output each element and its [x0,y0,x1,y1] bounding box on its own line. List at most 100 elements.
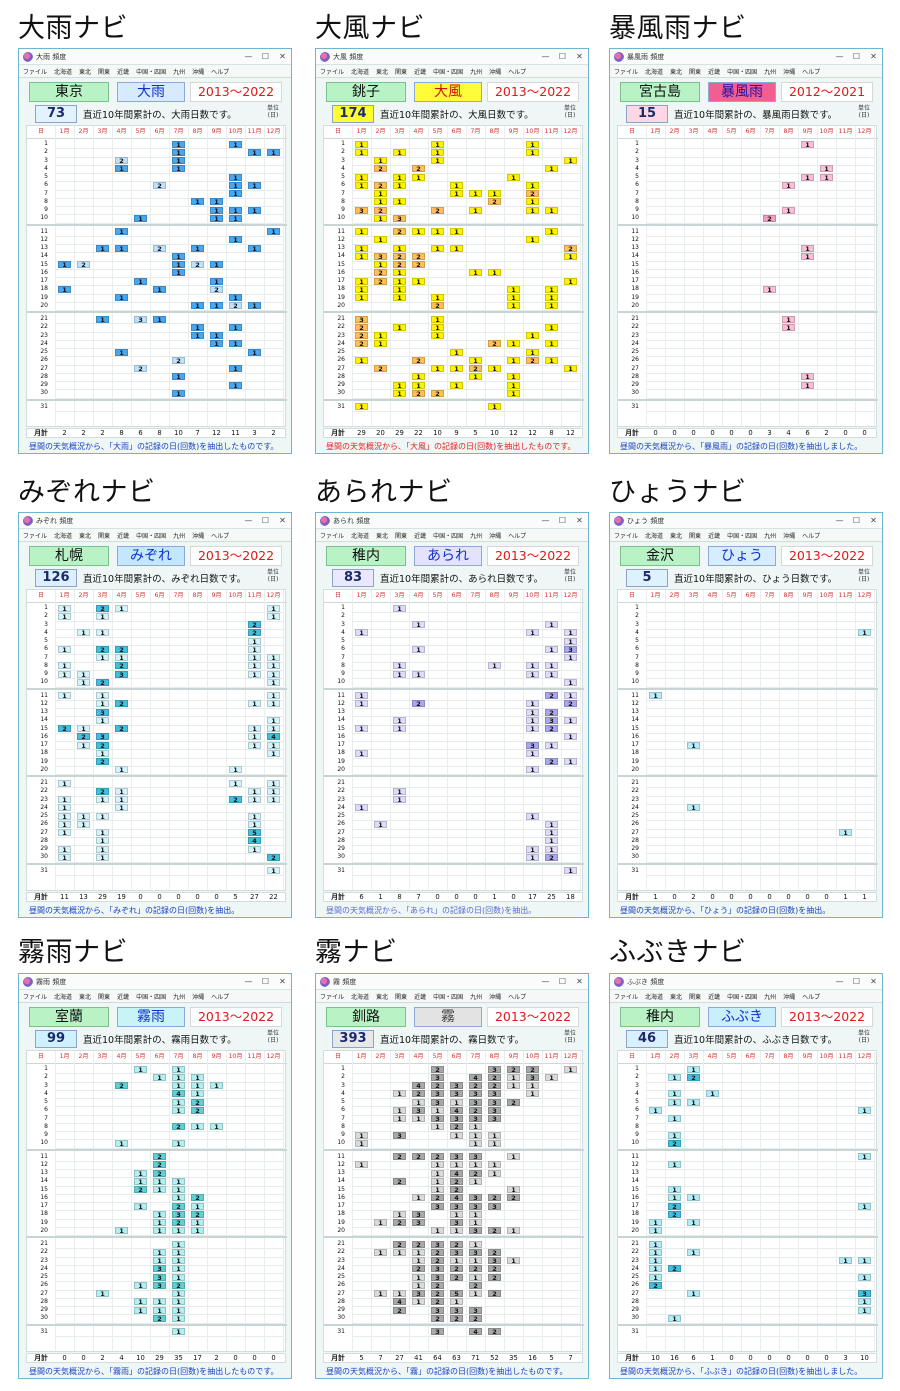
frequency-marker[interactable]: 2 [488,1273,501,1281]
frequency-marker[interactable]: 2 [450,1186,463,1193]
frequency-marker[interactable]: 1 [153,1227,166,1235]
frequency-marker[interactable]: 1 [96,716,109,724]
frequency-marker[interactable]: 1 [229,206,242,214]
frequency-marker[interactable]: 2 [374,277,387,285]
frequency-marker[interactable]: 1 [469,269,482,277]
menu-item[interactable]: 関東 [98,532,111,540]
frequency-marker[interactable]: 1 [858,1306,871,1314]
frequency-marker[interactable]: 2 [115,645,128,653]
frequency-marker[interactable]: 1 [507,381,520,389]
frequency-marker[interactable]: 3 [153,1273,166,1281]
frequency-marker[interactable]: 3 [153,1281,166,1289]
frequency-marker[interactable]: 1 [267,692,280,699]
frequency-marker[interactable]: 1 [355,356,368,364]
frequency-marker[interactable]: 1 [393,269,406,277]
menu-item[interactable]: 近畿 [414,993,427,1001]
frequency-marker[interactable]: 1 [687,1098,700,1106]
menu-item[interactable]: ファイル [23,68,48,76]
minimize-button[interactable]: — [835,516,844,525]
frequency-marker[interactable]: 1 [172,1240,185,1248]
frequency-marker[interactable]: 1 [58,804,71,812]
frequency-marker[interactable]: 1 [393,787,406,795]
frequency-marker[interactable]: 5 [450,1290,463,1297]
frequency-marker[interactable]: 1 [545,206,558,214]
menu-item[interactable]: ファイル [320,532,345,540]
frequency-marker[interactable]: 2 [96,604,109,612]
frequency-marker[interactable]: 1 [469,1273,482,1281]
frequency-marker[interactable]: 1 [115,294,128,301]
frequency-marker[interactable]: 2 [96,758,109,765]
frequency-marker[interactable]: 1 [248,812,261,820]
frequency-marker[interactable]: 1 [172,1194,185,1202]
frequency-marker[interactable]: 1 [229,294,242,301]
maximize-button[interactable]: ☐ [261,977,270,986]
frequency-marker[interactable]: 2 [96,787,109,795]
frequency-marker[interactable]: 1 [134,1169,147,1177]
frequency-marker[interactable]: 1 [134,214,147,222]
frequency-marker[interactable]: 1 [229,381,242,389]
frequency-marker[interactable]: 1 [355,629,368,637]
frequency-marker[interactable]: 2 [412,252,425,260]
frequency-marker[interactable]: 1 [450,365,463,372]
frequency-marker[interactable]: 1 [115,787,128,795]
frequency-marker[interactable]: 1 [58,845,71,853]
frequency-marker[interactable]: 3 [134,315,147,323]
close-button[interactable]: ✕ [870,977,877,986]
frequency-marker[interactable]: 1 [469,190,482,197]
frequency-marker[interactable]: 1 [172,140,185,148]
frequency-marker[interactable]: 1 [668,1098,681,1106]
frequency-marker[interactable]: 1 [374,214,387,222]
frequency-marker[interactable]: 1 [229,140,242,148]
minimize-button[interactable]: — [541,52,550,61]
frequency-marker[interactable]: 1 [526,181,539,189]
frequency-marker[interactable]: 2 [431,1153,444,1160]
frequency-marker[interactable]: 1 [374,332,387,339]
frequency-marker[interactable]: 1 [545,356,558,364]
frequency-marker[interactable]: 1 [115,604,128,612]
frequency-marker[interactable]: 1 [134,1065,147,1073]
frequency-marker[interactable]: 1 [526,629,539,637]
frequency-marker[interactable]: 1 [782,181,795,189]
frequency-marker[interactable]: 2 [210,285,223,293]
frequency-marker[interactable]: 1 [526,140,539,148]
frequency-marker[interactable]: 1 [431,228,444,235]
frequency-marker[interactable]: 1 [153,1306,166,1314]
frequency-marker[interactable]: 1 [412,173,425,181]
frequency-marker[interactable]: 1 [267,725,280,732]
frequency-marker[interactable]: 1 [134,1281,147,1289]
menu-item[interactable]: 九州 [173,532,186,540]
frequency-marker[interactable]: 2 [488,1194,501,1202]
frequency-marker[interactable]: 1 [412,1115,425,1122]
menu-item[interactable]: ファイル [320,68,345,76]
frequency-marker[interactable]: 2 [115,1082,128,1089]
frequency-marker[interactable]: 1 [153,315,166,323]
menu-item[interactable]: 近畿 [117,532,130,540]
frequency-marker[interactable]: 1 [134,1202,147,1210]
maximize-button[interactable]: ☐ [852,52,861,61]
menu-item[interactable]: 近畿 [117,993,130,1001]
frequency-marker[interactable]: 1 [248,820,261,828]
frequency-marker[interactable]: 2 [526,356,539,364]
frequency-marker[interactable]: 3 [450,1306,463,1314]
frequency-marker[interactable]: 1 [412,1298,425,1306]
frequency-marker[interactable]: 1 [507,1186,520,1193]
frequency-marker[interactable]: 1 [431,294,444,301]
frequency-marker[interactable]: 1 [96,812,109,820]
frequency-marker[interactable]: 1 [374,190,387,197]
frequency-marker[interactable]: 1 [210,206,223,214]
frequency-marker[interactable]: 1 [507,1153,520,1160]
frequency-marker[interactable]: 2 [355,332,368,339]
frequency-marker[interactable]: 2 [412,165,425,173]
frequency-marker[interactable]: 1 [564,1065,577,1073]
frequency-marker[interactable]: 2 [668,1202,681,1210]
frequency-marker[interactable]: 1 [412,1281,425,1289]
frequency-marker[interactable]: 1 [210,214,223,222]
maximize-button[interactable]: ☐ [558,516,567,525]
frequency-marker[interactable]: 1 [412,670,425,678]
frequency-marker[interactable]: 2 [374,206,387,214]
menu-item[interactable]: 中国・四国 [136,993,167,1001]
frequency-marker[interactable]: 1 [526,716,539,724]
frequency-marker[interactable]: 1 [58,604,71,612]
frequency-marker[interactable]: 3 [469,1090,482,1098]
frequency-marker[interactable]: 1 [507,356,520,364]
